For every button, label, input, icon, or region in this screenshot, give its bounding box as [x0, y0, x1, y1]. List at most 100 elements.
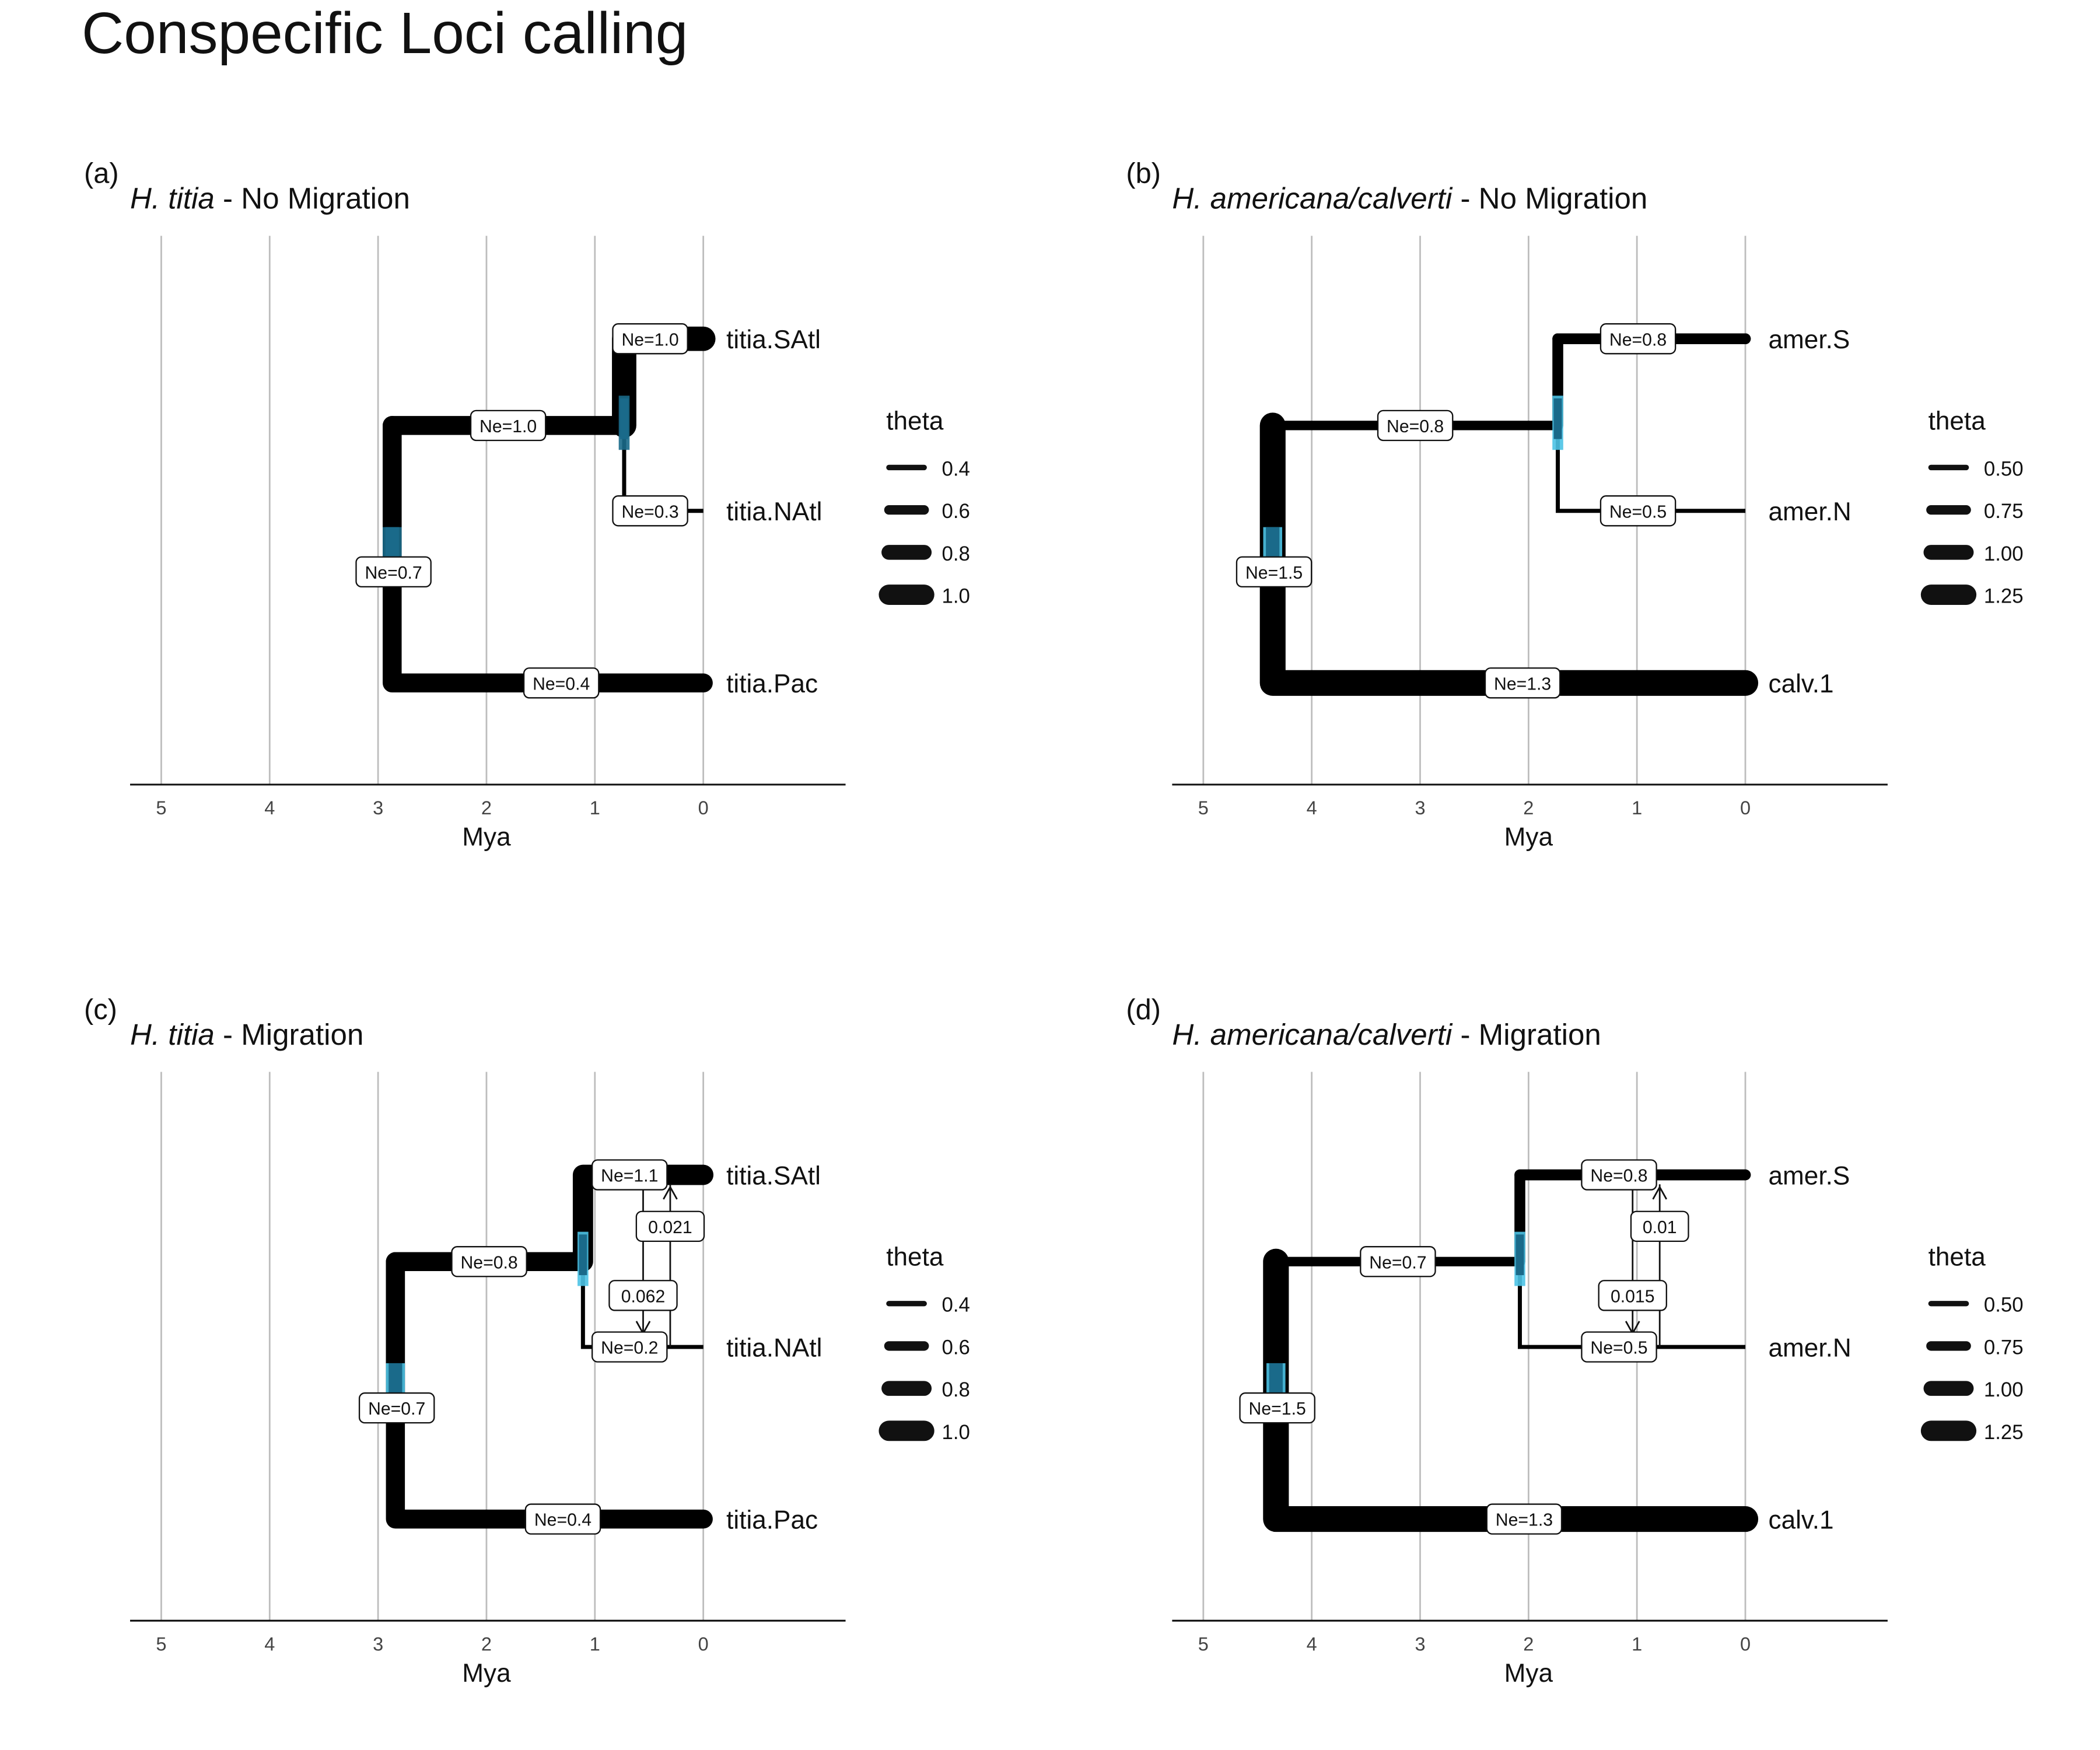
root-node-hpd [386, 1363, 405, 1399]
ne-label: Ne=1.1 [601, 1167, 658, 1186]
x-tick-label: 1 [1632, 1633, 1642, 1654]
tip-label: titia.SAtl [726, 326, 821, 354]
branch-ancestral [383, 416, 634, 570]
legend-label: 1.25 [1984, 585, 2024, 608]
species-name: H. americana/calverti [1172, 182, 1453, 215]
legend-label: 0.4 [942, 457, 970, 480]
ne-label-box [1377, 410, 1454, 442]
ne-label-box [1600, 495, 1676, 527]
panel-title: H. titia - Migration [130, 1018, 363, 1051]
ne-label-box [355, 556, 432, 588]
ne-label-box [1581, 1159, 1657, 1191]
ne-label-box [1581, 1331, 1657, 1363]
ne-label: Ne=0.5 [1609, 502, 1667, 522]
x-tick-label: 3 [1415, 797, 1425, 818]
migration-rate-label: 0.015 [1611, 1287, 1655, 1306]
x-tick-label: 0 [698, 797, 709, 818]
legend-label: 1.0 [942, 1421, 970, 1444]
branch-ancestral [386, 1252, 593, 1407]
inner-node-hpd-core [579, 1234, 587, 1275]
x-axis-title: Mya [462, 823, 511, 852]
ne-label: Ne=0.8 [1387, 417, 1444, 436]
migration-rate-label-box [1598, 1280, 1667, 1311]
root-node-hpd [383, 527, 402, 563]
root-node-hpd-core [385, 527, 399, 557]
panel-title-suffix: - Migration [1452, 1018, 1601, 1051]
tip-label: amer.S [1769, 1161, 1850, 1190]
migration-rate-label-box [608, 1280, 678, 1311]
ne-label-box [612, 323, 688, 355]
migration-rate-label-box [635, 1210, 705, 1242]
arrowhead-down [635, 1321, 651, 1335]
panel-a: 5 4 3 2 1 0 Mya (a) H. titia - No Migration Ne=1.… [84, 158, 970, 852]
ne-label: Ne=0.8 [461, 1253, 518, 1272]
branch-n [580, 1261, 704, 1349]
x-tick-label: 4 [1307, 1633, 1317, 1654]
branch-inner-s [572, 1164, 714, 1272]
panel-title-suffix: - Migration [215, 1018, 364, 1051]
x-axis-title: Mya [1504, 1659, 1553, 1688]
panel-title: H. americana/calverti - Migration [1172, 1018, 1601, 1051]
legend-title: theta [1929, 1243, 1986, 1272]
panel-b: 5 4 3 2 1 0 Mya (b) H. americana/calverti - No M… [1126, 158, 2023, 852]
legend-label: 0.6 [942, 500, 970, 523]
ne-label: Ne=1.0 [621, 330, 678, 349]
ne-label: Ne=0.4 [534, 1511, 592, 1530]
root-node-hpd [1266, 1363, 1286, 1399]
x-tick-label: 3 [373, 797, 383, 818]
ne-label: Ne=1.5 [1249, 1399, 1306, 1419]
x-tick-label: 2 [1523, 1633, 1534, 1654]
x-tick-label: 0 [1740, 797, 1751, 818]
x-tick-label: 3 [373, 1633, 383, 1654]
tip-label: amer.N [1769, 498, 1852, 526]
x-tick-label: 1 [590, 797, 600, 818]
ne-label: Ne=0.7 [365, 564, 422, 583]
legend-label: 0.50 [1984, 1294, 2024, 1317]
x-tick-label: 5 [156, 1633, 166, 1654]
x-tick-label: 5 [1198, 797, 1209, 818]
x-tick-label: 1 [1632, 797, 1642, 818]
x-tick-label: 4 [1307, 797, 1317, 818]
ne-label-box [523, 667, 600, 699]
x-tick-label: 2 [481, 1633, 492, 1654]
ne-label: Ne=0.7 [1369, 1253, 1426, 1272]
ne-label-box [1600, 323, 1676, 355]
panel-title: H. americana/calverti - No Migration [1172, 182, 1647, 215]
branch-n [622, 425, 704, 513]
tip-label: titia.NAtl [726, 498, 822, 526]
ne-label: Ne=0.3 [621, 502, 678, 522]
ne-label-box [591, 1331, 668, 1363]
branch-inner-s [1514, 1169, 1751, 1268]
x-tick-label: 2 [481, 797, 492, 818]
branch-n [1517, 1261, 1746, 1349]
migration-rate-label: 0.062 [621, 1287, 666, 1306]
x-tick-label: 4 [264, 797, 275, 818]
legend-label: 0.6 [942, 1336, 970, 1359]
migration-rate-label-box [1630, 1210, 1689, 1242]
branch-root-pac [386, 1252, 713, 1529]
inner-node-hpd-core [1516, 1234, 1524, 1275]
x-tick-label: 5 [1198, 1633, 1209, 1654]
legend-title: theta [886, 407, 944, 435]
tip-label: calv.1 [1769, 670, 1834, 698]
x-tick-label: 0 [698, 1633, 709, 1654]
branch-n [1556, 425, 1746, 513]
legend-label: 0.8 [942, 542, 970, 565]
root-node-hpd-core [1269, 1363, 1283, 1394]
branch-root-pac [383, 416, 713, 693]
legend-label: 0.75 [1984, 1336, 2024, 1359]
x-axis-title: Mya [1504, 823, 1553, 852]
legend-label: 1.00 [1984, 1378, 2024, 1401]
ne-label: Ne=0.5 [1590, 1339, 1647, 1358]
branch-ancestral [1271, 1256, 1525, 1402]
tip-label: amer.N [1769, 1334, 1852, 1362]
panel-title: H. titia - No Migration [130, 182, 410, 215]
x-tick-label: 1 [590, 1633, 600, 1654]
legend-label: 0.8 [942, 1378, 970, 1401]
legend-label: 1.25 [1984, 1421, 2024, 1444]
x-tick-label: 4 [264, 1633, 275, 1654]
panel-tag: (b) [1126, 158, 1161, 190]
tip-label: titia.SAtl [726, 1161, 821, 1190]
ne-label: Ne=0.8 [1609, 330, 1667, 349]
